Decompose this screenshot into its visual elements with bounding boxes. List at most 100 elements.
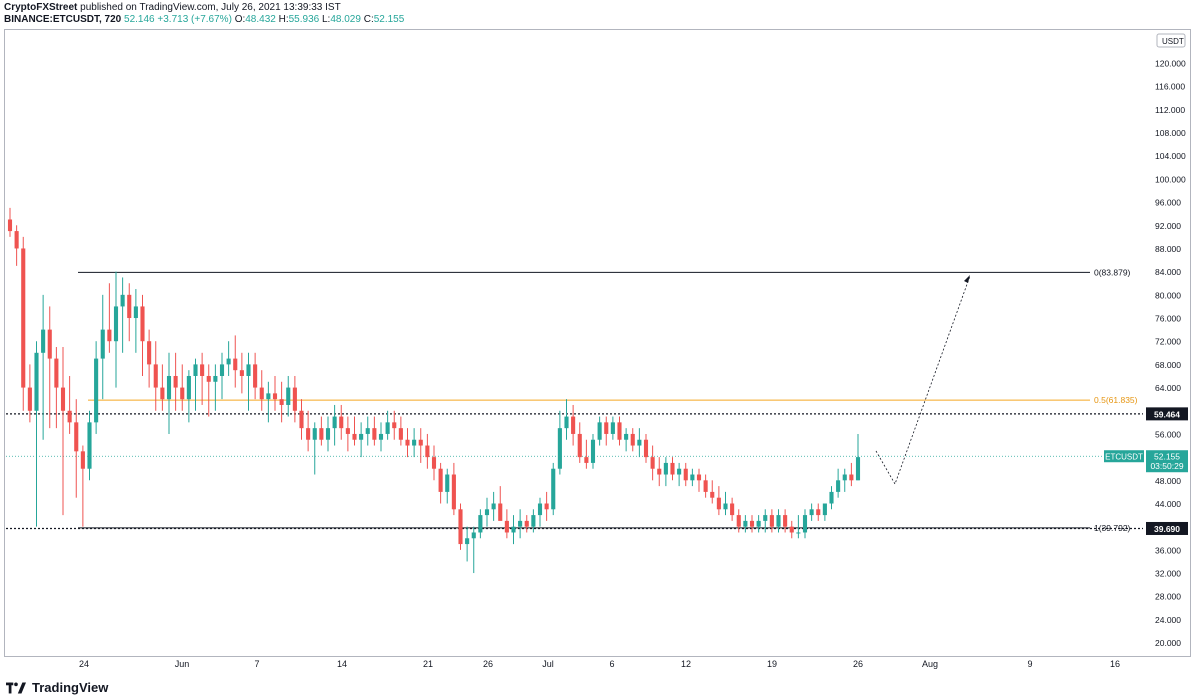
candle-body [47, 329, 52, 359]
candle-body [451, 474, 456, 510]
close-value: 52.155 [373, 14, 405, 25]
projection-arrowhead [964, 275, 970, 283]
publish-date: published on TradingView.com, July 26, 2… [80, 2, 341, 13]
candle-body [604, 422, 609, 434]
last-symbol-badge [1104, 450, 1144, 463]
candle-body [200, 364, 205, 376]
x-tick-label: 26 [483, 659, 493, 669]
chart-frame [4, 29, 1191, 657]
y-tick-label: 20.000 [1155, 638, 1181, 648]
candle-body [233, 358, 238, 371]
candle-body [412, 439, 417, 446]
candle-body [107, 329, 112, 342]
y-tick-label: 116.000 [1155, 82, 1185, 92]
fib-label: 0(83.879) [1094, 267, 1131, 277]
candle-body [557, 428, 562, 469]
x-tick-label: 6 [609, 659, 614, 669]
candle-body [756, 520, 761, 527]
candle-body [584, 457, 589, 463]
candle-body [597, 422, 602, 440]
y-tick-label: 108.000 [1155, 128, 1186, 138]
candle-body [279, 399, 284, 405]
open-label: O: [234, 14, 246, 25]
y-tick-label: 32.000 [1155, 569, 1181, 579]
x-tick-label: 19 [767, 659, 777, 669]
price-badge [1146, 407, 1188, 421]
candle-body [14, 231, 19, 249]
y-tick-label: 92.000 [1155, 221, 1181, 231]
candle-body [246, 364, 251, 376]
candle-body [504, 520, 509, 533]
close-label: C: [363, 14, 374, 25]
ohlc-legend: BINANCE:ETCUSDT, 720 52.146 +3.713 (+7.6… [4, 14, 404, 26]
candle-body [325, 428, 331, 440]
candle-body [849, 474, 854, 481]
y-tick-label: 104.000 [1155, 151, 1186, 161]
fib-label: 0.5(61.835) [1094, 395, 1138, 405]
y-tick-label: 76.000 [1155, 314, 1181, 324]
candle-body [736, 515, 741, 527]
candle-body [822, 503, 827, 516]
footer-brand: TradingView [32, 680, 109, 695]
x-tick-label: 21 [423, 659, 433, 669]
candle-body [789, 526, 794, 533]
y-tick-label: 36.000 [1155, 545, 1181, 555]
open-value: 48.432 [245, 14, 276, 25]
candle-body [816, 509, 821, 516]
candle-body [677, 468, 682, 475]
candle-body [723, 503, 728, 510]
candle-body [339, 416, 344, 429]
candle-body [166, 375, 172, 400]
candle-body [392, 422, 397, 429]
candle-body [776, 515, 781, 527]
tradingview-footer: TradingView [6, 680, 108, 695]
candle-body [352, 433, 357, 440]
candle-body [431, 457, 437, 469]
candle-body [292, 387, 297, 411]
candle-body [690, 474, 695, 481]
candle-body [286, 387, 291, 405]
candle-body [418, 439, 423, 446]
candle-body [359, 433, 364, 440]
y-tick-label: 56.000 [1155, 429, 1181, 439]
y-tick-label: 84.000 [1155, 267, 1181, 277]
candle-body [657, 468, 662, 475]
x-tick-label: Jul [542, 659, 554, 669]
candle-body [385, 422, 390, 434]
candle-body [531, 515, 536, 527]
candle-body [405, 439, 410, 446]
currency-label: USDT [1162, 37, 1184, 46]
candle-body [703, 480, 708, 492]
y-tick-label: 80.000 [1155, 290, 1181, 300]
candle-body [180, 387, 185, 400]
candle-body [74, 422, 79, 452]
low-value: 48.029 [330, 14, 361, 25]
candle-body [610, 422, 615, 434]
candle-body [809, 509, 814, 516]
candle-body [696, 474, 702, 481]
change-value: +3.713 (+7.67%) [157, 14, 232, 25]
candle-body [511, 526, 516, 533]
candle-body [763, 515, 768, 521]
candle-body [332, 416, 337, 429]
candle-body [173, 375, 178, 388]
candle-body [544, 503, 549, 510]
price-badge-label: 59.464 [1154, 409, 1180, 419]
candle-body [802, 515, 808, 533]
candle-body [637, 439, 642, 446]
y-tick-label: 88.000 [1155, 244, 1181, 254]
candle-body [630, 433, 635, 446]
y-tick-label: 68.000 [1155, 360, 1181, 370]
candle-body [100, 329, 105, 359]
y-tick-label: 28.000 [1155, 592, 1181, 602]
candle-body [663, 462, 668, 475]
countdown-label: 03:50:29 [1150, 461, 1183, 471]
candle-body [41, 329, 46, 353]
candle-body [193, 364, 198, 376]
candle-body [259, 387, 264, 400]
high-label: H: [278, 14, 289, 25]
candle-body [478, 515, 483, 533]
projection-path [875, 275, 971, 485]
candle-body [27, 387, 32, 411]
